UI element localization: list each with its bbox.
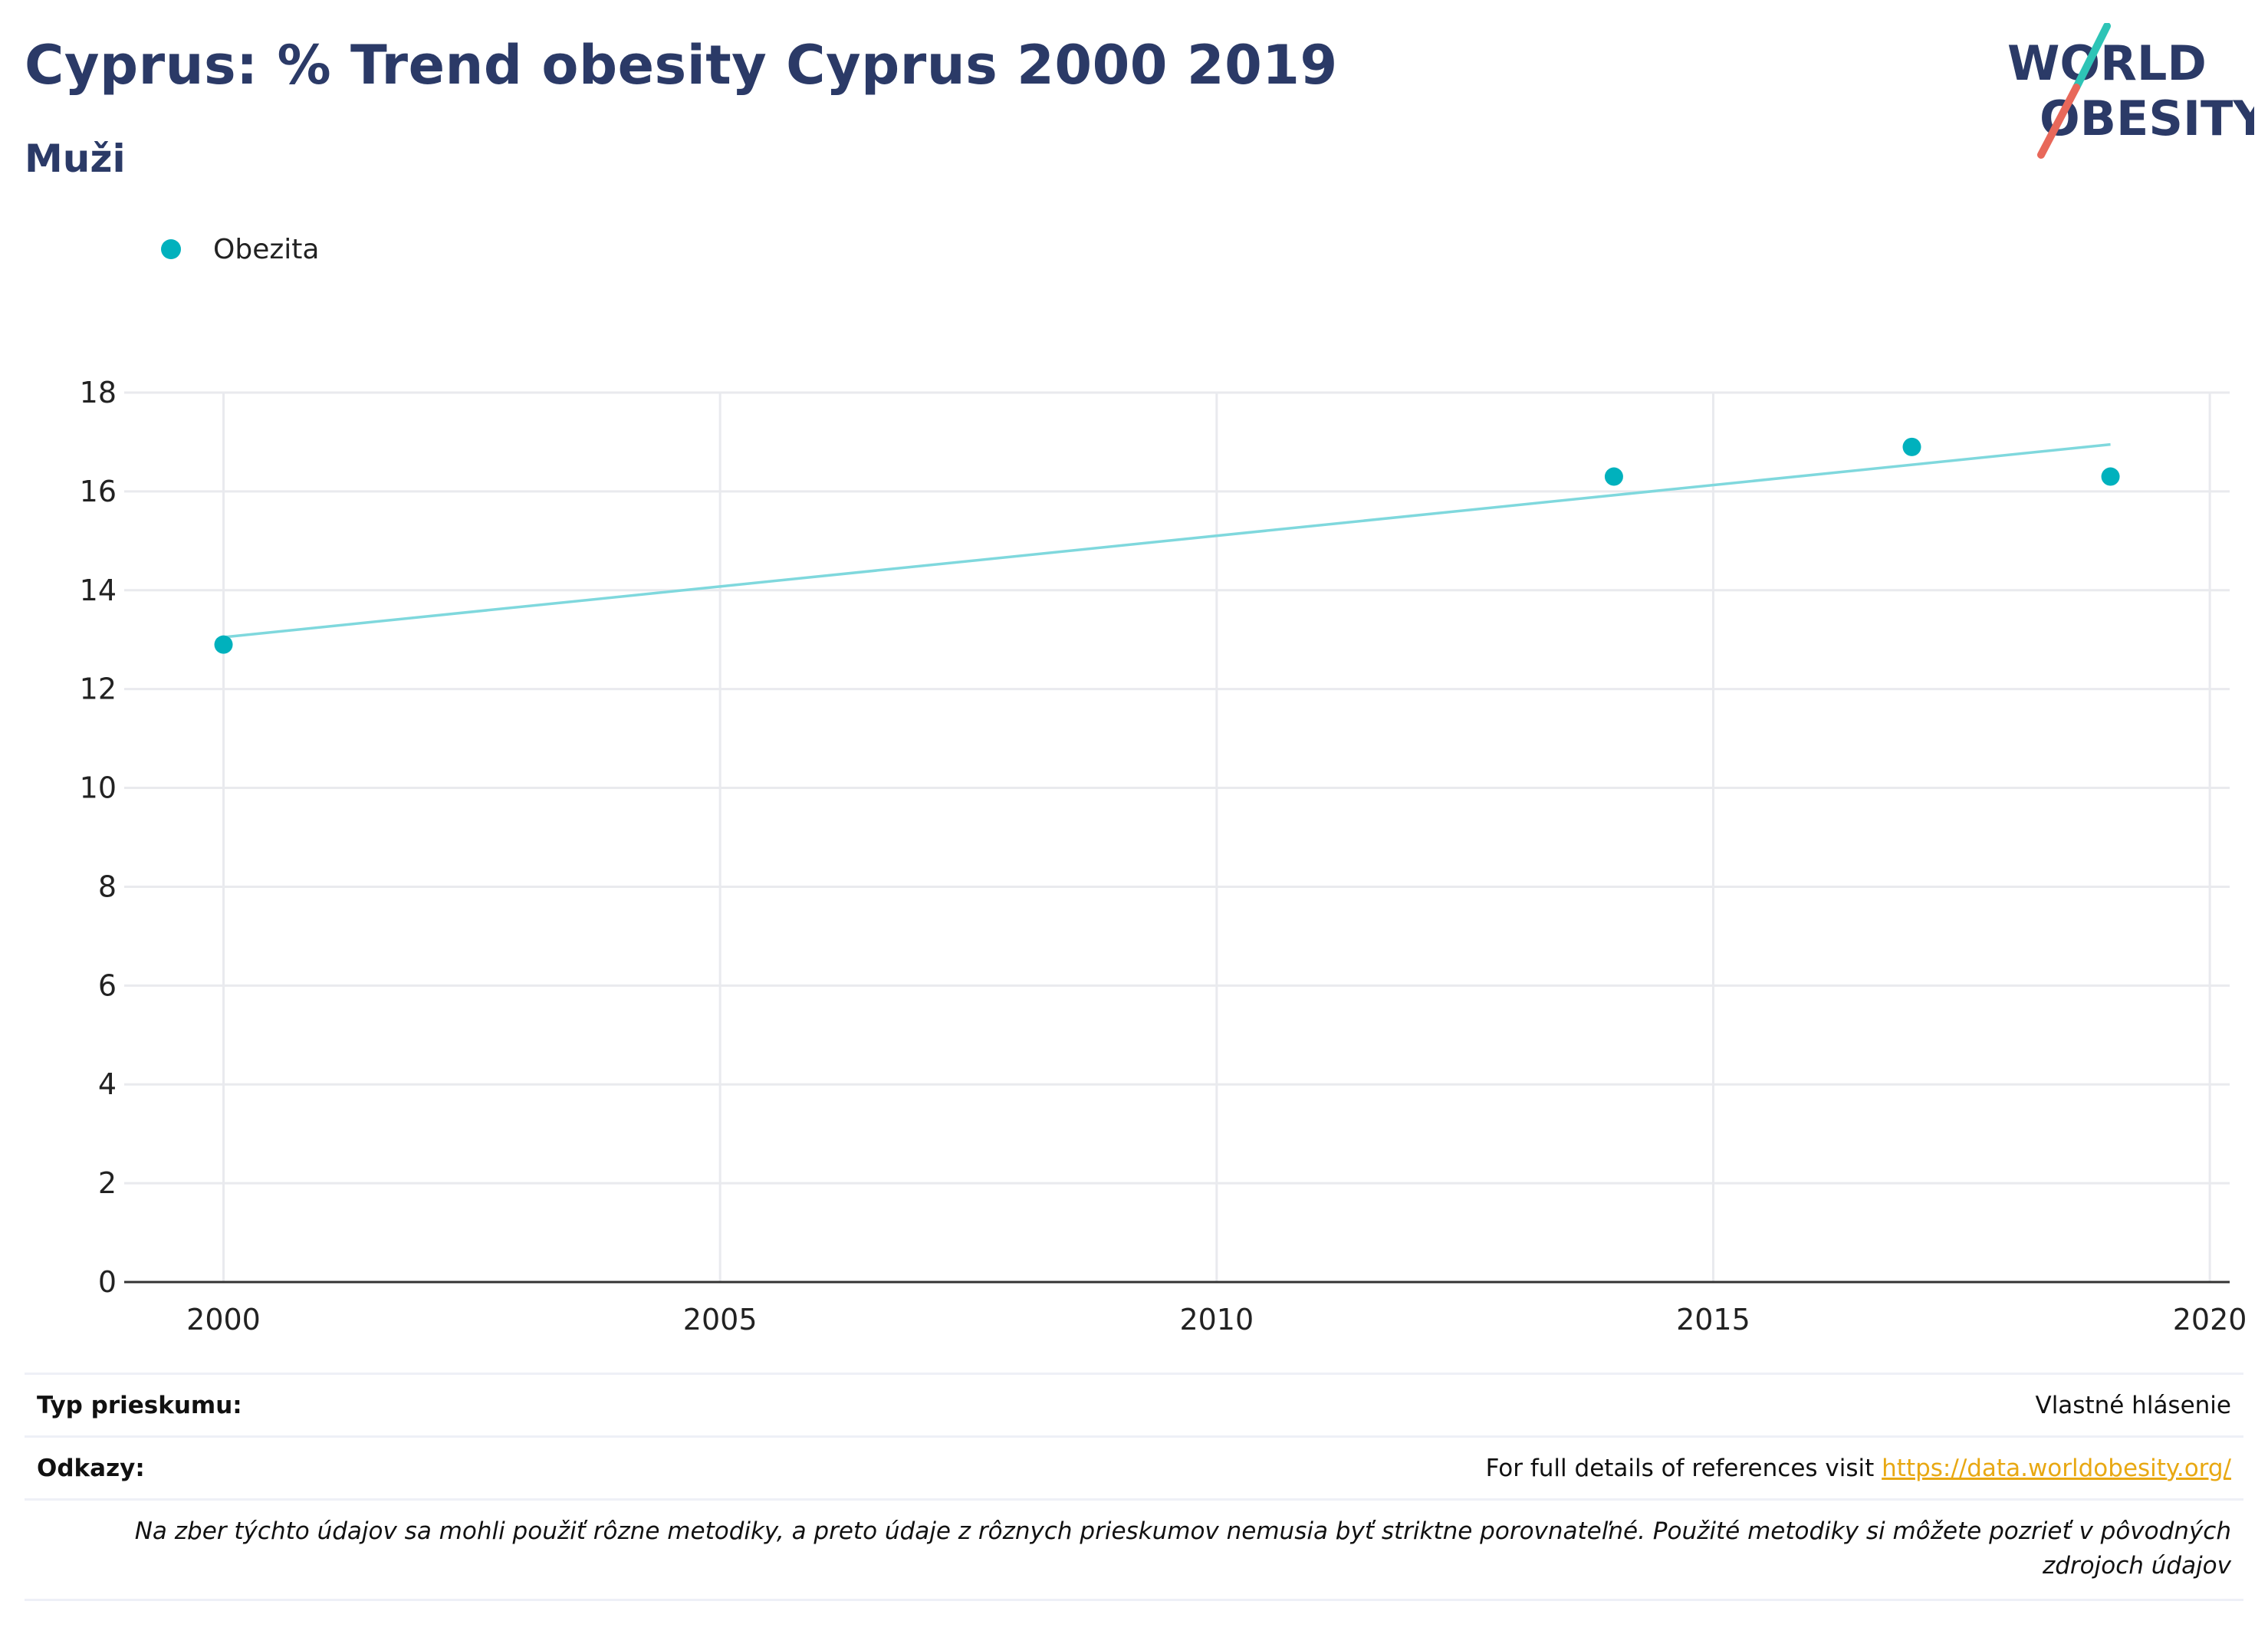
y-tick-label: 14 [80, 574, 117, 607]
references-link[interactable]: https://data.worldobesity.org/ [1882, 1454, 2231, 1482]
x-tick-label: 2015 [1676, 1303, 1750, 1336]
references-row: Odkazy: For full details of references v… [25, 1435, 2243, 1498]
chart-title: Cyprus: % Trend obesity Cyprus 2000 2019 [25, 34, 1338, 97]
axis-layer: 0 2 4 6 8 10 12 14 16 18 2000 2005 2010 2015 2020 [80, 376, 2247, 1336]
x-tick-label: 2005 [683, 1303, 758, 1336]
y-tick-label: 2 [98, 1166, 117, 1200]
x-tick-label: 2020 [2173, 1303, 2247, 1336]
references-label: Odkazy: [37, 1454, 145, 1482]
world-obesity-logo: WORLD OBESITY [2007, 23, 2254, 159]
logo-text-world: WORLD [2007, 35, 2207, 91]
trendline [223, 442, 2111, 639]
x-tick-label: 2000 [186, 1303, 261, 1336]
legend-label-obezita: Obezita [213, 233, 320, 265]
y-tick-label: 18 [80, 376, 117, 409]
y-tick-label: 6 [98, 968, 117, 1002]
y-tick-label: 8 [98, 870, 117, 903]
logo-text-obesity: OBESITY [2040, 90, 2254, 146]
y-tick-label: 0 [98, 1265, 117, 1299]
points-layer [214, 437, 2120, 654]
data-point [2101, 467, 2120, 486]
x-tick-label: 2010 [1179, 1303, 1254, 1336]
data-point [1902, 437, 1921, 456]
y-tick-label: 12 [80, 672, 117, 706]
grid-layer [124, 391, 2230, 1282]
logo-slash-coral [2037, 84, 2080, 159]
legend[interactable]: Obezita [161, 230, 319, 268]
survey-type-label: Typ prieskumu: [37, 1391, 242, 1419]
logo-slash-teal [2072, 23, 2111, 91]
chart-subtitle: Muži [25, 136, 126, 181]
legend-marker-icon [161, 239, 181, 259]
trendline-layer [223, 442, 2111, 639]
survey-type-value: Vlastné hlásenie [2035, 1391, 2231, 1419]
data-point [214, 635, 233, 654]
footer: Typ prieskumu: Vlastné hlásenie Odkazy: … [25, 1373, 2243, 1601]
methodology-note: Na zber týchto údajov sa mohli použiť rô… [25, 1498, 2243, 1601]
y-tick-label: 10 [80, 771, 117, 805]
data-point [1604, 467, 1623, 486]
y-tick-label: 4 [98, 1067, 117, 1101]
survey-type-row: Typ prieskumu: Vlastné hlásenie [25, 1373, 2243, 1435]
scatter-chart: 0 2 4 6 8 10 12 14 16 18 2000 2005 2010 2015 2020 [80, 376, 2247, 1336]
references-value: For full details of references visit htt… [1486, 1455, 2231, 1482]
references-text: For full details of references visit [1485, 1454, 1875, 1482]
y-tick-label: 16 [80, 475, 117, 508]
